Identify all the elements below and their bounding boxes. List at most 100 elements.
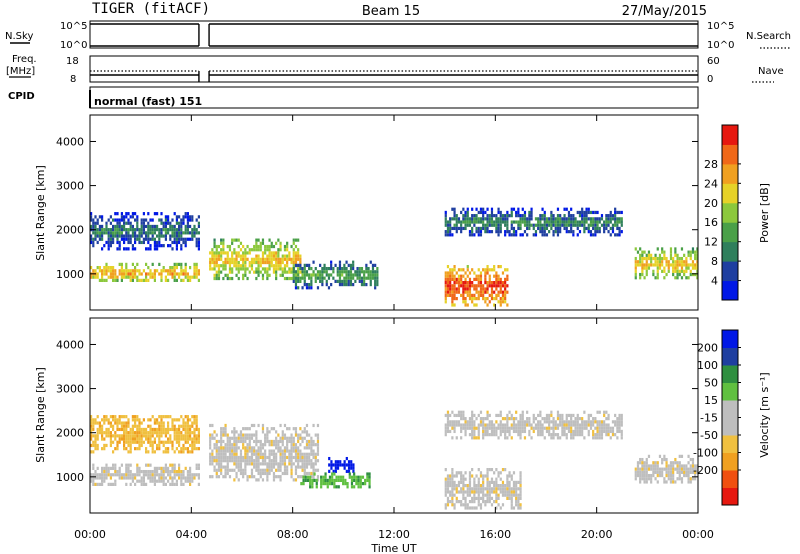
heatmap-cell — [268, 452, 271, 456]
heatmap-cell — [261, 260, 265, 265]
heatmap-cell — [561, 423, 564, 427]
heatmap-cell — [484, 487, 487, 491]
heatmap-cell — [189, 237, 192, 241]
heatmap-cell — [156, 240, 159, 245]
heatmap-cell — [460, 281, 463, 285]
heatmap-cell — [275, 270, 278, 274]
heatmap-cell — [112, 424, 115, 428]
heatmap-cell — [451, 503, 454, 507]
heatmap-cell — [299, 270, 302, 274]
heatmap-cell — [510, 474, 513, 478]
heatmap-cell — [539, 429, 542, 434]
heatmap-cell — [460, 230, 463, 234]
heatmap-cell — [112, 272, 115, 276]
heatmap-cell — [462, 274, 465, 278]
heatmap-cell — [151, 450, 154, 454]
heatmap-cell — [609, 233, 612, 237]
heatmap-cell — [614, 214, 617, 218]
heatmap-cell — [488, 433, 491, 437]
heatmap-cell — [162, 244, 165, 248]
heatmap-cell — [305, 471, 309, 476]
heatmap-cell — [103, 443, 106, 448]
heatmap-cell — [479, 220, 483, 224]
heatmap-cell — [211, 436, 214, 440]
heatmap-cell — [171, 443, 174, 448]
heatmap-cell — [184, 466, 187, 470]
heatmap-cell — [259, 468, 262, 472]
heatmap-cell — [603, 226, 606, 231]
heatmap-cell — [611, 433, 615, 437]
heatmap-cell — [464, 420, 467, 424]
heatmap-cell — [609, 429, 612, 434]
heatmap-cell — [367, 273, 370, 277]
heatmap-cell — [550, 433, 553, 437]
heatmap-cell — [477, 468, 480, 472]
heatmap-cell — [508, 429, 511, 434]
heatmap-cell — [596, 420, 599, 424]
heatmap-cell — [473, 496, 476, 500]
heatmap-cell — [309, 485, 312, 489]
heatmap-cell — [639, 470, 642, 474]
heatmap-cell — [136, 215, 139, 219]
heatmap-cell — [488, 281, 491, 285]
heatmap-cell — [277, 468, 280, 472]
heatmap-cell — [620, 220, 623, 224]
heatmap-cell — [669, 470, 673, 474]
heatmap-cell — [462, 297, 465, 301]
heatmap-cell — [94, 443, 97, 448]
heatmap-cell — [330, 263, 333, 267]
heatmap-cell — [672, 256, 675, 261]
heatmap-cell — [153, 476, 156, 480]
heatmap-cell — [519, 490, 522, 494]
heatmap-cell — [226, 449, 229, 453]
heatmap-cell — [266, 254, 269, 258]
heatmap-cell — [545, 223, 549, 227]
heatmap-cell — [636, 473, 640, 478]
heatmap-cell — [576, 423, 579, 427]
heatmap-cell — [92, 482, 95, 486]
heatmap-cell — [136, 269, 139, 273]
heatmap-cell — [517, 503, 520, 507]
heatmap-cell — [107, 244, 110, 248]
heatmap-cell — [618, 426, 621, 430]
heatmap-cell — [294, 273, 298, 277]
heatmap-cell — [142, 237, 145, 241]
heatmap-cell — [186, 215, 189, 219]
heatmap-cell — [495, 420, 498, 424]
heatmap-cell — [257, 270, 260, 274]
colorbar-swatch — [722, 163, 738, 184]
heatmap-cell — [235, 443, 238, 447]
heatmap-cell — [195, 272, 198, 276]
heatmap-cell — [103, 476, 106, 480]
heatmap-cell — [231, 270, 234, 274]
heatmap-cell — [129, 473, 132, 477]
heatmap-cell — [283, 276, 287, 281]
heatmap-cell — [222, 433, 225, 437]
heatmap-cell — [495, 413, 498, 418]
heatmap-cell — [462, 490, 465, 494]
heatmap-cell — [129, 221, 132, 225]
heatmap-cell — [147, 231, 150, 235]
heatmap-cell — [680, 269, 684, 273]
heatmap-cell — [327, 273, 331, 277]
heatmap-cell — [131, 278, 134, 282]
heatmap-cell — [105, 469, 108, 474]
heatmap-cell — [449, 429, 452, 434]
heatmap-cell — [96, 427, 99, 432]
heatmap-cell — [173, 431, 176, 435]
heatmap-cell — [167, 473, 170, 477]
heatmap-cell — [669, 473, 673, 478]
heatmap-cell — [371, 270, 375, 274]
heatmap-cell — [107, 234, 110, 238]
nsky-tick-top: 10^5 — [60, 21, 87, 32]
heatmap-cell — [314, 276, 317, 280]
heatmap-cell — [118, 218, 121, 222]
heatmap-cell — [138, 272, 141, 276]
heatmap-cell — [171, 427, 174, 432]
heatmap-cell — [171, 218, 174, 222]
heatmap-cell — [306, 478, 310, 483]
heatmap-cell — [231, 468, 234, 472]
heatmap-cell — [184, 476, 187, 480]
heatmap-cell — [149, 244, 152, 248]
heatmap-cell — [561, 413, 564, 418]
